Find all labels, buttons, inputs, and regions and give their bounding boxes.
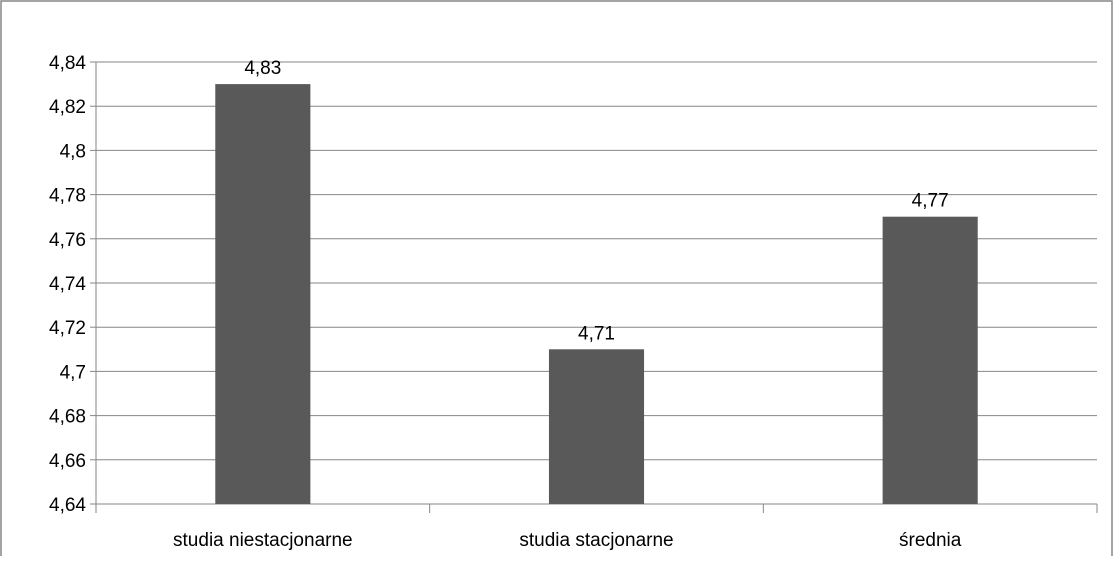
data-label: 4,77 (912, 191, 949, 212)
y-tick-label: 4,74 (49, 274, 86, 295)
y-tick-label: 4,64 (49, 495, 86, 516)
y-tick-label: 4,76 (49, 230, 86, 251)
category-labels: studia niestacjonarne studia stacjonarne ś… (173, 530, 962, 551)
bar (882, 216, 978, 504)
category-label: studia stacjonarne (519, 530, 673, 551)
bar (215, 84, 311, 504)
data-label: 4,71 (578, 323, 615, 344)
data-labels: 4,83 4,71 4,77 (244, 58, 948, 344)
y-tick-labels: 4,64 4,66 4,68 4,7 4,72 4,74 4,76 4,78 4,8 4,82 4,… (49, 53, 86, 516)
y-tick-label: 4,78 (49, 186, 86, 207)
bars (215, 84, 978, 504)
y-tick-label: 4,84 (49, 53, 86, 74)
category-label: średnia (899, 530, 962, 551)
y-tick-label: 4,8 (60, 141, 86, 162)
bar (548, 349, 645, 504)
y-tick-label: 4,68 (49, 407, 86, 428)
data-label: 4,83 (244, 58, 281, 79)
y-tick-label: 4,7 (60, 362, 86, 383)
y-tick-label: 4,82 (49, 97, 86, 118)
y-tick-label: 4,66 (49, 451, 86, 472)
y-tick-label: 4,72 (49, 318, 86, 339)
category-label: studia niestacjonarne (173, 530, 353, 551)
